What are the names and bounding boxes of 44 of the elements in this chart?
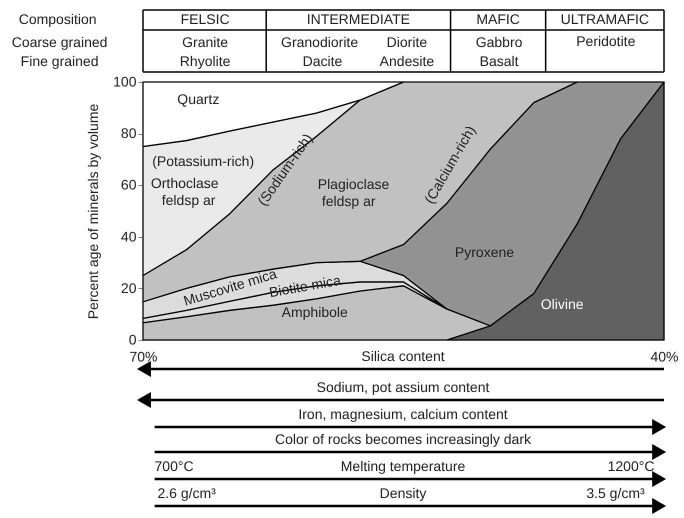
annotation: Amphibole: [282, 304, 348, 320]
annotation: Pyroxene: [454, 244, 514, 260]
annotation: feldsp ar: [322, 193, 376, 209]
annotation: Plagioclase: [318, 176, 390, 192]
text: ULTRAMAFIC: [560, 11, 650, 27]
text: Rhyolite: [180, 53, 231, 69]
y-tick-label: 80: [120, 125, 137, 142]
text: Dacite: [302, 53, 343, 69]
text: Iron, magnesium, calcium content: [298, 406, 508, 422]
text: Color of rocks becomes increasingly dark: [275, 431, 532, 447]
text: FELSIC: [180, 11, 230, 27]
x-tick-label: 40%: [650, 348, 679, 364]
text: Composition: [18, 11, 97, 27]
text: 2.6 g/cm³: [157, 485, 216, 501]
y-tick-label: 20: [120, 280, 137, 296]
text: Diorite: [386, 34, 428, 50]
annotation: feldsp ar: [162, 192, 216, 208]
text: 3.5 g/cm³: [586, 485, 645, 501]
y-axis-title: Percent age of minerals by volume: [85, 104, 102, 320]
text: Granodiorite: [281, 34, 358, 50]
text: Sodium, pot assium content: [316, 379, 490, 395]
y-tick-label: 0: [128, 332, 137, 348]
y-tick-label: 60: [120, 176, 137, 193]
text: 1200°C: [608, 458, 654, 474]
text: Melting temperature: [340, 458, 466, 474]
text: Basalt: [480, 53, 519, 69]
text: Peridotite: [576, 33, 636, 49]
text: Silica content: [361, 348, 445, 364]
text: Density: [380, 485, 426, 501]
text: 700°C: [154, 458, 194, 474]
text: Andesite: [380, 53, 434, 69]
annotation: Quartz: [177, 91, 220, 107]
y-tick-label: 100: [113, 74, 137, 90]
text: Gabbro: [476, 34, 523, 50]
annotation: Orthoclase: [150, 175, 219, 191]
text: INTERMEDIATE: [306, 11, 410, 27]
x-tick-label: 70%: [129, 348, 158, 364]
annotation: (Potassium-rich): [152, 153, 254, 169]
text: Coarse grained: [12, 34, 108, 50]
annotation: Olivine: [540, 296, 584, 312]
text: Granite: [182, 34, 228, 50]
text: MAFIC: [476, 11, 520, 27]
y-tick-label: 40: [120, 228, 137, 244]
text: Fine grained: [20, 53, 98, 69]
